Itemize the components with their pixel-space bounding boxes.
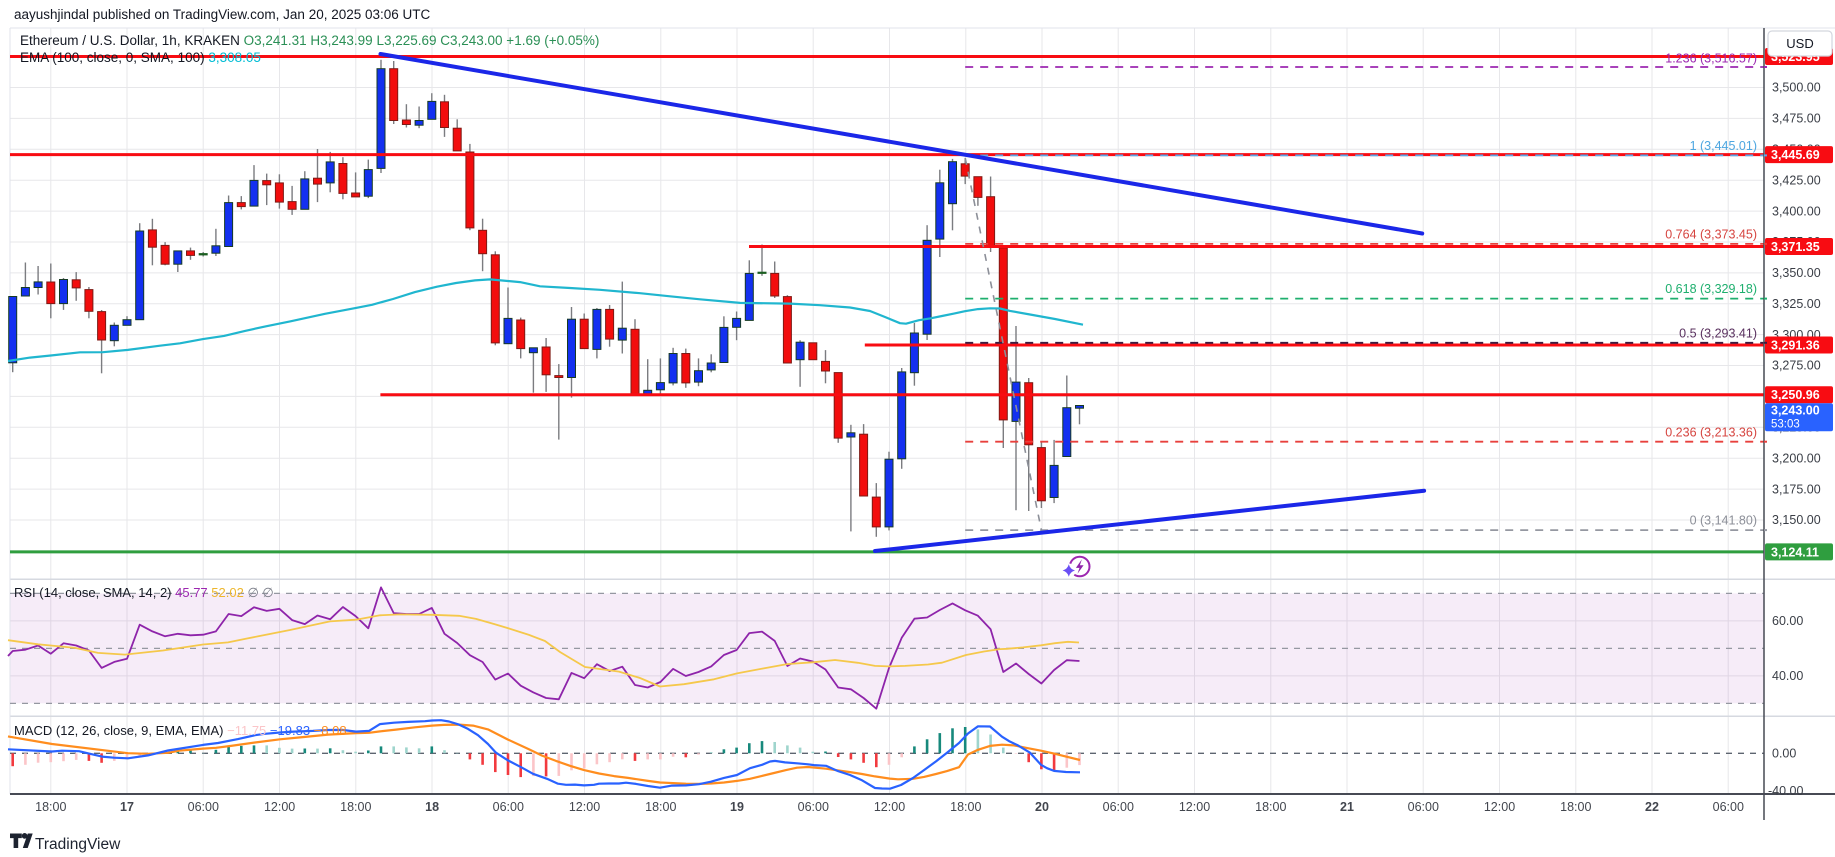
svg-text:17: 17 <box>120 800 134 814</box>
svg-text:3,400.00: 3,400.00 <box>1772 204 1821 218</box>
svg-text:12:00: 12:00 <box>1484 800 1515 814</box>
svg-text:3,500.00: 3,500.00 <box>1772 81 1821 95</box>
svg-text:1 (3,445.01): 1 (3,445.01) <box>1690 139 1757 153</box>
svg-text:3,250.96: 3,250.96 <box>1771 388 1820 402</box>
svg-text:12:00: 12:00 <box>874 800 905 814</box>
svg-text:18:00: 18:00 <box>645 800 676 814</box>
svg-text:60.00: 60.00 <box>1772 614 1803 628</box>
svg-text:06:00: 06:00 <box>1408 800 1439 814</box>
svg-text:3,445.69: 3,445.69 <box>1771 148 1820 162</box>
svg-text:MACD (12, 26, close, 9, EMA, E: MACD (12, 26, close, 9, EMA, EMA) −11.75… <box>14 723 347 738</box>
svg-text:3,275.00: 3,275.00 <box>1772 359 1821 373</box>
svg-text:RSI (14, close, SMA, 14, 2) 45: RSI (14, close, SMA, 14, 2) 45.77 52.02 … <box>14 585 274 600</box>
svg-text:22: 22 <box>1645 800 1659 814</box>
svg-text:18:00: 18:00 <box>950 800 981 814</box>
svg-text:0.00: 0.00 <box>1772 746 1796 760</box>
svg-text:06:00: 06:00 <box>493 800 524 814</box>
svg-text:-40.00: -40.00 <box>1768 784 1803 798</box>
svg-text:3,371.35: 3,371.35 <box>1771 240 1820 254</box>
svg-text:3,150.00: 3,150.00 <box>1772 513 1821 527</box>
svg-text:06:00: 06:00 <box>1713 800 1744 814</box>
svg-text:0.764 (3,373.45): 0.764 (3,373.45) <box>1665 228 1757 242</box>
svg-text:06:00: 06:00 <box>1103 800 1134 814</box>
svg-text:06:00: 06:00 <box>188 800 219 814</box>
svg-text:3,475.00: 3,475.00 <box>1772 112 1821 126</box>
svg-text:40.00: 40.00 <box>1772 669 1803 683</box>
svg-text:3,243.00: 3,243.00 <box>1771 404 1820 418</box>
svg-text:0 (3,141.80): 0 (3,141.80) <box>1690 514 1757 528</box>
svg-text:1.236 (3,516.57): 1.236 (3,516.57) <box>1665 52 1757 66</box>
svg-text:21: 21 <box>1340 800 1354 814</box>
svg-text:53:03: 53:03 <box>1771 419 1800 431</box>
svg-text:18: 18 <box>425 800 439 814</box>
svg-text:USD: USD <box>1786 36 1813 51</box>
svg-text:aayushjindal published on Trad: aayushjindal published on TradingView.co… <box>14 7 431 22</box>
svg-text:12:00: 12:00 <box>1179 800 1210 814</box>
svg-text:3,350.00: 3,350.00 <box>1772 266 1821 280</box>
svg-text:Ethereum / U.S. Dollar, 1h, KR: Ethereum / U.S. Dollar, 1h, KRAKEN O3,24… <box>20 33 599 48</box>
svg-text:19: 19 <box>730 800 744 814</box>
svg-text:12:00: 12:00 <box>264 800 295 814</box>
svg-text:18:00: 18:00 <box>1560 800 1591 814</box>
svg-text:0.5 (3,293.41): 0.5 (3,293.41) <box>1679 326 1757 340</box>
svg-text:3,200.00: 3,200.00 <box>1772 451 1821 465</box>
svg-text:18:00: 18:00 <box>35 800 66 814</box>
svg-text:TradingView: TradingView <box>35 836 121 853</box>
svg-text:EMA (100, close, 0, SMA, 100): EMA (100, close, 0, SMA, 100) 3,308.05 <box>20 50 261 65</box>
svg-text:18:00: 18:00 <box>1255 800 1286 814</box>
svg-text:3,291.36: 3,291.36 <box>1771 339 1820 353</box>
svg-text:18:00: 18:00 <box>340 800 371 814</box>
svg-text:3,175.00: 3,175.00 <box>1772 482 1821 496</box>
svg-text:20: 20 <box>1035 800 1049 814</box>
svg-text:06:00: 06:00 <box>798 800 829 814</box>
svg-text:0.618 (3,329.18): 0.618 (3,329.18) <box>1665 282 1757 296</box>
svg-text:0.236 (3,213.36): 0.236 (3,213.36) <box>1665 425 1757 439</box>
svg-text:12:00: 12:00 <box>569 800 600 814</box>
svg-text:3,124.11: 3,124.11 <box>1771 545 1819 559</box>
svg-text:3,325.00: 3,325.00 <box>1772 297 1821 311</box>
svg-text:3,425.00: 3,425.00 <box>1772 173 1821 187</box>
